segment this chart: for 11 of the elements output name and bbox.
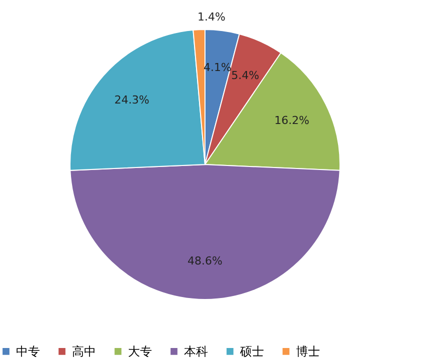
data-label: 1.4% — [197, 10, 226, 24]
legend-label: 本科 — [184, 344, 208, 358]
legend-label: 大专 — [128, 344, 152, 358]
data-label: 24.3% — [114, 93, 150, 106]
data-label: 48.6% — [188, 254, 222, 268]
legend-label: 博士 — [296, 344, 320, 358]
data-label: 5.4% — [231, 69, 260, 82]
legend-label: 硕士 — [239, 344, 264, 358]
data-label: 16.2% — [274, 114, 310, 127]
legend-label: 中专 — [16, 344, 40, 358]
legend-label: 高中 — [72, 344, 96, 358]
